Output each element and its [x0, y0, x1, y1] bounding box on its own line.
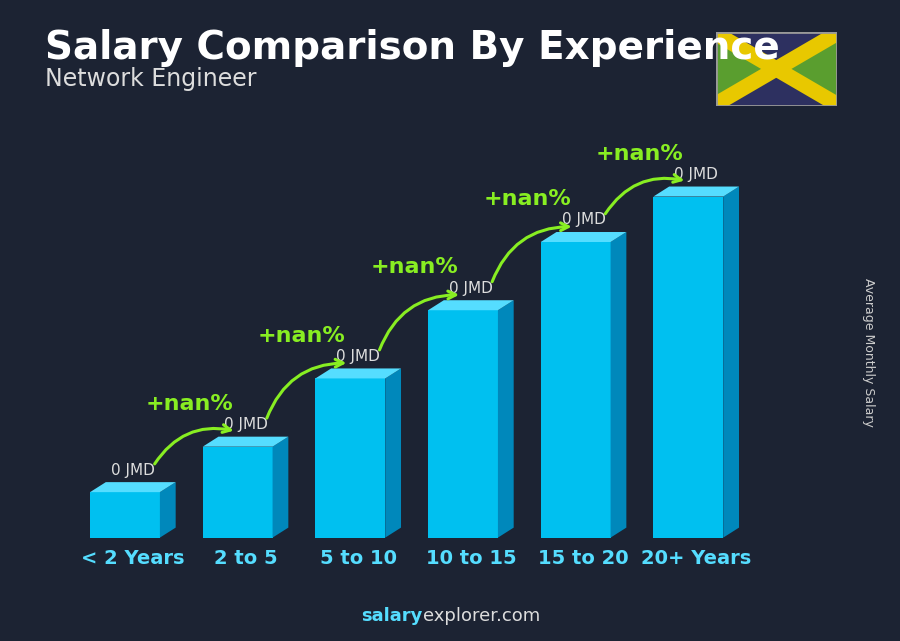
Polygon shape: [716, 32, 771, 106]
Polygon shape: [724, 187, 739, 538]
Text: 0 JMD: 0 JMD: [111, 463, 155, 478]
Text: +nan%: +nan%: [258, 326, 346, 345]
Text: +nan%: +nan%: [371, 258, 458, 278]
Text: +nan%: +nan%: [145, 394, 233, 414]
Text: < 2 Years: < 2 Years: [81, 549, 184, 568]
Polygon shape: [716, 32, 837, 106]
Bar: [315, 378, 385, 538]
Bar: [653, 197, 724, 538]
Text: 20+ Years: 20+ Years: [641, 549, 752, 568]
Bar: [541, 242, 610, 538]
Text: explorer.com: explorer.com: [423, 607, 540, 625]
Polygon shape: [273, 437, 288, 538]
Bar: [90, 492, 160, 538]
Bar: [428, 310, 498, 538]
Polygon shape: [781, 32, 837, 106]
Text: 0 JMD: 0 JMD: [337, 349, 380, 364]
Bar: [202, 447, 273, 538]
Polygon shape: [160, 482, 176, 538]
Polygon shape: [653, 187, 739, 197]
Polygon shape: [541, 232, 626, 242]
Polygon shape: [385, 369, 401, 538]
Text: 0 JMD: 0 JMD: [562, 212, 606, 228]
Polygon shape: [498, 300, 514, 538]
Text: 0 JMD: 0 JMD: [223, 417, 267, 432]
Polygon shape: [716, 32, 837, 106]
Text: 5 to 10: 5 to 10: [320, 549, 397, 568]
Text: 2 to 5: 2 to 5: [213, 549, 277, 568]
Text: +nan%: +nan%: [596, 144, 684, 164]
Text: 0 JMD: 0 JMD: [449, 281, 493, 296]
Polygon shape: [90, 482, 176, 492]
Text: +nan%: +nan%: [483, 189, 572, 209]
Text: salary: salary: [362, 607, 423, 625]
Polygon shape: [202, 437, 288, 447]
Text: Network Engineer: Network Engineer: [45, 67, 256, 91]
Polygon shape: [428, 300, 514, 310]
Text: 10 to 15: 10 to 15: [426, 549, 517, 568]
Text: 15 to 20: 15 to 20: [538, 549, 629, 568]
Text: 0 JMD: 0 JMD: [674, 167, 718, 182]
Polygon shape: [315, 369, 401, 378]
Text: Average Monthly Salary: Average Monthly Salary: [862, 278, 875, 427]
Text: Salary Comparison By Experience: Salary Comparison By Experience: [45, 29, 779, 67]
Polygon shape: [610, 232, 626, 538]
